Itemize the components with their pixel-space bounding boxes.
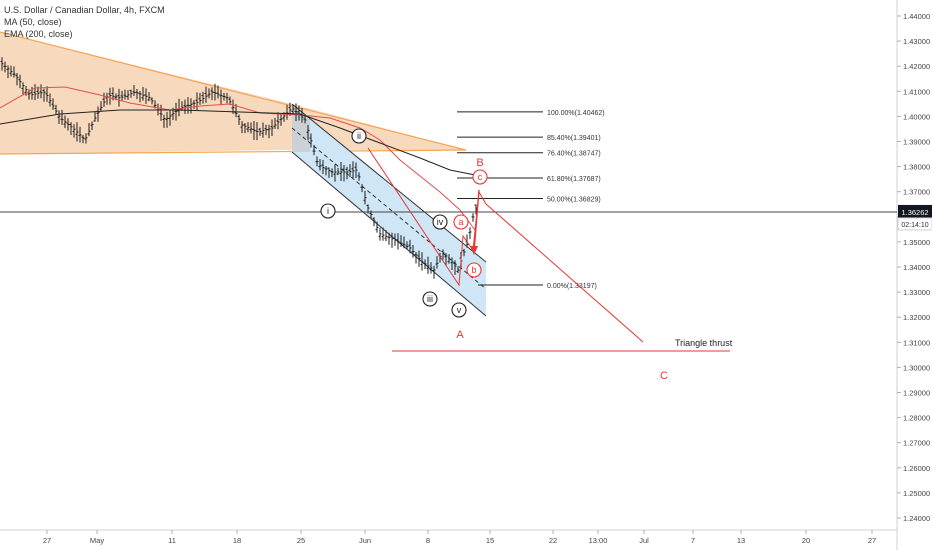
price-tick-label: 1.44000 xyxy=(903,12,930,21)
ma-legend: MA (50, close) xyxy=(4,17,62,27)
time-tick-label: 27 xyxy=(43,536,51,545)
time-axis[interactable]: 27 May 11 18 25 Jun 8 15 22 13:00 Jul 7 13 20 27 xyxy=(43,530,876,545)
wave-label-c-text: c xyxy=(478,172,483,182)
wave-b-arrowhead xyxy=(470,246,478,255)
time-tick-label: 13 xyxy=(737,536,745,545)
wave-label-ii[interactable]: ii xyxy=(351,128,367,144)
triangle-pattern[interactable] xyxy=(0,32,466,154)
time-tick-label: 15 xyxy=(486,536,494,545)
time-tick-label: May xyxy=(90,536,104,545)
price-tick-label: 1.39000 xyxy=(903,138,930,147)
wave-label-a-circle xyxy=(453,214,469,230)
price-tick-label: 1.43000 xyxy=(903,37,930,46)
price-tick-label: 1.27000 xyxy=(903,439,930,448)
fib-level-label: 50.00%(1.36829) xyxy=(547,196,601,203)
countdown-value: 02:14:10 xyxy=(901,222,928,229)
fib-level-label: 61.80%(1.37687) xyxy=(547,176,601,183)
triangle-lower-line[interactable] xyxy=(0,149,467,155)
time-tick-label: 18 xyxy=(233,536,241,545)
wave-label-B[interactable]: B xyxy=(476,157,483,169)
price-tick-label: 1.38000 xyxy=(903,163,930,172)
channel-mid-line[interactable] xyxy=(291,127,487,290)
price-tick-label: 1.35000 xyxy=(903,238,930,247)
time-tick-label: 8 xyxy=(426,536,430,545)
ema-200-line[interactable] xyxy=(0,109,481,177)
wave-label-b[interactable]: b xyxy=(466,262,482,278)
symbol-title: U.S. Dollar / Canadian Dollar, 4h, FXCM xyxy=(4,5,165,15)
last-price-value: 1.36262 xyxy=(901,208,928,217)
wave-label-c[interactable]: c xyxy=(472,169,488,185)
wave-label-iv-text: iv xyxy=(437,217,444,227)
price-tick-label: 1.28000 xyxy=(903,414,930,423)
channel-upper-line[interactable] xyxy=(291,103,487,263)
time-tick-label: 13:00 xyxy=(589,536,608,545)
wave-label-a[interactable]: a xyxy=(453,214,469,230)
price-tick-label: 1.25000 xyxy=(903,489,930,498)
price-tick-label: 1.40000 xyxy=(903,112,930,121)
price-tick-label: 1.42000 xyxy=(903,62,930,71)
wave-label-C[interactable]: C xyxy=(660,370,668,382)
wave-label-v-text: v xyxy=(457,305,462,315)
fibonacci-levels[interactable]: 100.00%(1.40462) 85.40%(1.39401) 76.40%(1.… xyxy=(457,110,605,290)
wave-label-ii-text: ii xyxy=(357,131,361,141)
candlesticks xyxy=(0,57,478,279)
time-tick-label: Jul xyxy=(639,536,649,545)
countdown-tag xyxy=(897,217,932,231)
triangle-upper-line[interactable] xyxy=(0,31,467,151)
wave-label-iii[interactable]: iii xyxy=(422,291,438,307)
wave-label-iii-text: iii xyxy=(427,294,433,304)
wave-label-A[interactable]: A xyxy=(456,329,464,341)
wave-label-iv[interactable]: iv xyxy=(432,214,448,230)
triangle-thrust-label[interactable]: Triangle thrust xyxy=(675,338,733,348)
wave-label-i[interactable]: i xyxy=(320,203,336,219)
wave-label-v[interactable]: v xyxy=(451,302,467,318)
price-tick-label: 1.33000 xyxy=(903,288,930,297)
wave-label-a-text: a xyxy=(458,217,463,227)
wave-label-b-text: b xyxy=(471,265,476,275)
time-tick-label: 25 xyxy=(297,536,305,545)
time-tick-label: 7 xyxy=(691,536,695,545)
time-tick-label: 22 xyxy=(549,536,557,545)
chart-legend: U.S. Dollar / Canadian Dollar, 4h, FXCM … xyxy=(4,4,165,40)
last-price-tag xyxy=(898,204,932,218)
fib-level-label: 0.00%(1.33197) xyxy=(547,283,597,290)
fib-level-label: 76.40%(1.38747) xyxy=(547,151,601,158)
price-axis[interactable]: 1.44000 1.43000 1.42000 1.41000 1.40000 1.390… xyxy=(897,12,930,523)
fib-level-label: 100.00%(1.40462) xyxy=(547,110,605,117)
price-tick-label: 1.24000 xyxy=(903,514,930,523)
ema-legend: EMA (200, close) xyxy=(4,29,73,39)
time-tick-label: 27 xyxy=(868,536,876,545)
wave-label-iii-circle xyxy=(422,291,438,307)
wave-label-v-circle xyxy=(451,302,467,318)
wave-label-c-circle xyxy=(472,169,488,185)
time-tick-label: 20 xyxy=(802,536,810,545)
price-tick-label: 1.32000 xyxy=(903,313,930,322)
price-tick-label: 1.30000 xyxy=(903,363,930,372)
price-tick-label: 1.34000 xyxy=(903,263,930,272)
time-tick-label: Jun xyxy=(359,536,371,545)
price-tick-label: 1.37000 xyxy=(903,188,930,197)
wave-label-ii-circle xyxy=(351,128,367,144)
wave-label-iv-circle xyxy=(432,214,448,230)
wave-label-b-circle xyxy=(466,262,482,278)
price-tick-label: 1.41000 xyxy=(903,87,930,96)
time-tick-label: 11 xyxy=(168,536,176,545)
price-tick-label: 1.31000 xyxy=(903,338,930,347)
price-tick-label: 1.29000 xyxy=(903,389,930,398)
ma-50-line[interactable] xyxy=(0,86,476,231)
wave-b-arrow xyxy=(473,189,480,253)
fib-level-label: 85.40%(1.39401) xyxy=(547,135,601,142)
wave-label-i-circle xyxy=(320,203,336,219)
wave-label-i-text: i xyxy=(327,206,329,216)
price-tick-label: 1.26000 xyxy=(903,464,930,473)
